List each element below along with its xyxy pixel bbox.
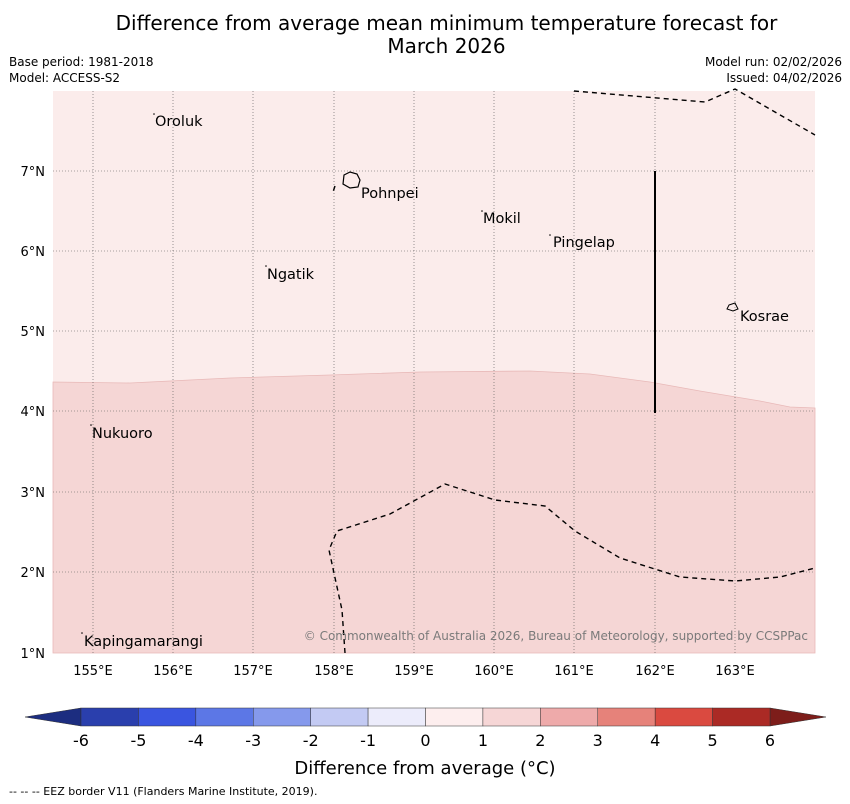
lon-label: 160°E	[474, 664, 514, 679]
colorbar-segment	[195, 707, 254, 727]
run-info: Model run: 02/02/2026 Issued: 04/02/2026	[705, 54, 842, 86]
model-name: Model: ACCESS-S2	[9, 71, 121, 85]
place-nukuoro: Nukuoro	[92, 426, 153, 442]
kosrae-island	[726, 302, 739, 312]
colorbar-tick-label: 1	[478, 731, 488, 750]
colorbar-segment	[540, 707, 598, 727]
lon-label: 157°E	[233, 664, 273, 679]
place-mokil: Mokil	[483, 211, 521, 227]
colorbar-tick-label: -2	[303, 731, 319, 750]
colorbar-segment	[482, 707, 541, 727]
lat-axis: 7°N 6°N 5°N 4°N 3°N 2°N 1°N	[21, 165, 46, 662]
place-oroluk: Oroluk	[155, 114, 203, 130]
colorbar-segment	[80, 707, 139, 727]
title-line-2: March 2026	[387, 34, 506, 58]
colorbar-segment	[138, 707, 197, 727]
lat-label: 1°N	[21, 647, 46, 662]
lon-axis: 155°E 156°E 157°E 158°E 159°E 160°E 161°…	[73, 664, 755, 679]
colorbar-tick-label: -4	[188, 731, 204, 750]
lon-label: 161°E	[554, 664, 594, 679]
colorbar-label: Difference from average (°C)	[294, 758, 555, 779]
base-period: Base period: 1981-2018	[9, 55, 154, 69]
colorbar-tick-label: -3	[245, 731, 261, 750]
lon-label: 155°E	[73, 664, 113, 679]
colorbar-ticks: -6 -5 -4 -3 -2 -1 0 1 2 3 4 5 6	[73, 731, 775, 750]
eez-borders	[328, 88, 816, 654]
place-pohnpei: Pohnpei	[361, 186, 419, 202]
lon-label: 159°E	[394, 664, 434, 679]
model-run: Model run: 02/02/2026	[704, 55, 842, 69]
colorbar-segment	[310, 707, 369, 727]
lat-label: 7°N	[21, 165, 46, 180]
colorbar-tick-label: 0	[420, 731, 430, 750]
atoll-markers	[81, 113, 551, 634]
place-ngatik: Ngatik	[267, 267, 315, 283]
colorbar-tick-label: 4	[650, 731, 660, 750]
lat-label: 5°N	[21, 325, 46, 340]
colorbar-over-arrow	[769, 707, 827, 727]
colorbar: -6 -5 -4 -3 -2 -1 0 1 2 3 4 5 6	[24, 707, 827, 750]
colorbar-segment	[367, 707, 426, 727]
lon-label: 162°E	[635, 664, 675, 679]
colorbar-tick-label: 6	[765, 731, 775, 750]
colorbar-segments	[80, 707, 771, 727]
pohnpei-island	[342, 171, 361, 189]
colorbar-under-arrow	[24, 707, 82, 727]
lon-label: 163°E	[715, 664, 755, 679]
colorbar-segment	[425, 707, 484, 727]
colorbar-segment	[253, 707, 311, 727]
lat-label: 6°N	[21, 245, 46, 260]
colorbar-tick-label: -1	[360, 731, 376, 750]
colorbar-segment	[712, 707, 771, 727]
colorbar-tick-label: 3	[593, 731, 603, 750]
lon-label: 156°E	[153, 664, 193, 679]
colorbar-tick-label: -6	[73, 731, 89, 750]
colorbar-tick-label: 5	[707, 731, 717, 750]
place-labels: Oroluk Pohnpei Mokil Pingelap Ngatik Kos…	[84, 114, 789, 650]
title-line-1: Difference from average mean minimum tem…	[115, 11, 778, 35]
colorbar-tick-label: 2	[535, 731, 545, 750]
place-kosrae: Kosrae	[740, 309, 789, 325]
colorbar-segment	[597, 707, 656, 727]
colorbar-segment	[654, 707, 713, 727]
map-title: Difference from average mean minimum tem…	[0, 12, 850, 58]
issued-date: Issued: 04/02/2026	[726, 71, 842, 85]
lon-label: 158°E	[314, 664, 354, 679]
place-pingelap: Pingelap	[553, 235, 615, 251]
footer-note: -- -- -- EEZ border V11 (Flanders Marine…	[9, 785, 318, 798]
colorbar-tick-label: -5	[130, 731, 146, 750]
lat-label: 3°N	[21, 486, 46, 501]
lat-label: 2°N	[21, 566, 46, 581]
copyright-text: © Commonwealth of Australia 2026, Bureau…	[304, 629, 808, 643]
anomaly-zone-1-2	[52, 370, 816, 654]
base-info: Base period: 1981-2018 Model: ACCESS-S2	[9, 54, 154, 86]
lat-label: 4°N	[21, 405, 46, 420]
place-kapingamarangi: Kapingamarangi	[84, 634, 203, 650]
